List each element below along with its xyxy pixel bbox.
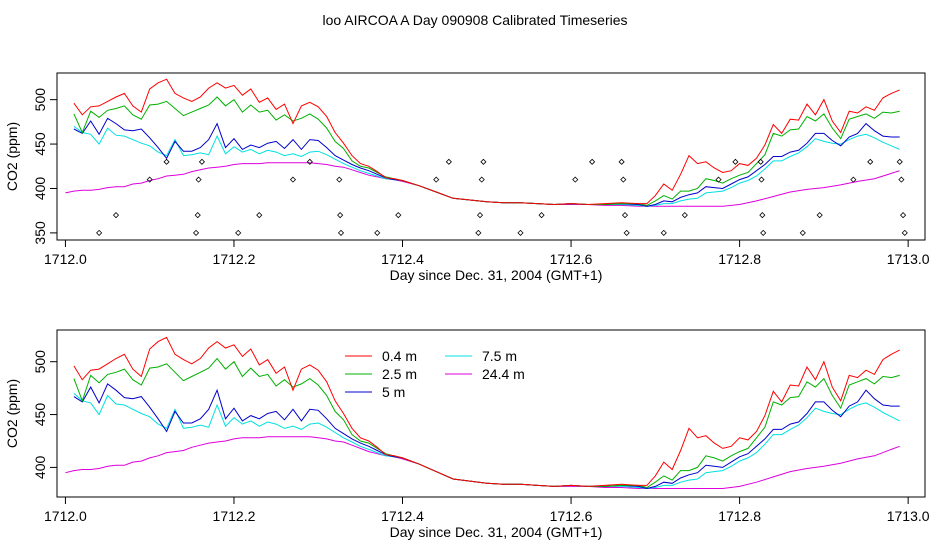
panel1-marker-point [194, 212, 201, 219]
panel2-y-tick-label: 450 [32, 403, 48, 427]
panel1-marker-point [620, 176, 627, 183]
panel1-marker-point [112, 212, 120, 219]
panel1-x-tick-label: 1712.2 [213, 251, 256, 267]
panel1-marker-point [445, 158, 452, 165]
panel1-marker-point [867, 158, 874, 165]
chart-top: 1712.0 1712.2 1712.4 1712.6 1712.8 1713.0 350 4… [4, 72, 930, 283]
page-title: loo AIRCOA A Day 090908 Calibrated Times… [322, 12, 628, 28]
panel1-marker-point [289, 176, 297, 183]
panel2-plot-frame [56, 329, 926, 498]
panel1-marker-point [759, 212, 766, 219]
panel1-marker-point [900, 212, 907, 219]
panel1-marker-point [256, 212, 263, 219]
panel1-x-tick-label: 1712.6 [550, 251, 593, 267]
panel1-marker-point [621, 212, 629, 219]
panel1-series-group [65, 78, 908, 236]
panel1-marker-point [732, 158, 739, 165]
panel1-y-tick-label: 450 [32, 132, 48, 156]
panel1-marker-point [195, 176, 202, 183]
panel2-x-tick-label: 1712.0 [44, 508, 87, 524]
panel1-marker-point [715, 176, 722, 183]
panel2-x-tick-label: 1712.8 [718, 508, 761, 524]
panel1-marker-point [478, 176, 485, 183]
panel1-marker-point [758, 176, 765, 183]
panel1-plot-frame [56, 72, 926, 241]
panel1-marker-point [538, 212, 545, 219]
panel1-marker-point [589, 158, 596, 165]
panel1-marker-point [163, 158, 170, 165]
panel1-marker-point [306, 158, 313, 165]
panel1-marker-point [850, 176, 857, 183]
panel2-series-line-s5 [73, 383, 900, 490]
panel1-marker-point [517, 229, 524, 236]
panel1-y-tick-label: 500 [32, 88, 48, 112]
panel1-x-tick-label: 1713.0 [887, 251, 930, 267]
panel1-marker-point [395, 212, 402, 219]
panel2-y-axis-title: CO2 (ppm) [4, 379, 20, 448]
panel1-marker-point [433, 176, 440, 183]
panel1-marker-point [235, 229, 242, 236]
panel1-marker-point [896, 158, 903, 165]
panel1-series-line-s04 [73, 78, 900, 206]
panel1-marker-point [757, 158, 764, 165]
panel2-x-tick-label: 1712.2 [213, 508, 256, 524]
panel1-marker-point [660, 229, 667, 236]
panel1-marker-point [192, 229, 200, 236]
panel1-marker-point [799, 229, 806, 236]
panel2-series-line-s244 [65, 436, 900, 489]
panel1-marker-point [146, 176, 153, 183]
panel1-marker-point [198, 158, 206, 165]
panel1-x-axis-title: Day since Dec. 31, 2004 (GMT+1) [390, 267, 603, 283]
panel2-series-line-s75 [73, 393, 900, 490]
panel2-x-axis-title: Day since Dec. 31, 2004 (GMT+1) [390, 524, 603, 540]
panel2-x-tick-label: 1712.6 [550, 508, 593, 524]
panel1-y-axis-title: CO2 (ppm) [4, 122, 20, 191]
legend-label-s25: 2.5 m [382, 366, 417, 382]
panel1-marker-point [623, 229, 630, 236]
legend-label-s75: 7.5 m [482, 348, 517, 364]
legend-label-s04: 0.4 m [382, 348, 417, 364]
panel2-x-tick-label: 1712.4 [381, 508, 424, 524]
panel1-marker-point [816, 212, 823, 219]
panel2-x-tick-label: 1713.0 [887, 508, 930, 524]
panel2-y-tick-label: 500 [32, 350, 48, 374]
panel1-marker-point [336, 176, 343, 183]
legend-label-s5: 5 m [382, 384, 405, 400]
panel1-marker-point [480, 158, 487, 165]
panel1-marker-point [374, 229, 381, 236]
panel1-marker-point [572, 176, 579, 183]
panel1-marker-point [618, 158, 625, 165]
panel1-marker-point [760, 229, 767, 236]
panel1-x-tick-label: 1712.0 [44, 251, 87, 267]
legend-label-s244: 24.4 m [482, 366, 525, 382]
panel1-marker-point [681, 212, 688, 219]
panel1-marker-point [337, 229, 345, 236]
panel2-y-tick-label: 400 [32, 456, 48, 480]
panel1-y-tick-label: 400 [32, 177, 48, 201]
panel1-series-line-s244 [65, 162, 900, 207]
panel1-marker-point [337, 212, 344, 219]
panel1-marker-point [476, 212, 484, 219]
panel1-x-tick-label: 1712.8 [718, 251, 761, 267]
panel1-x-tick-label: 1712.4 [381, 251, 424, 267]
panel1-marker-point [901, 229, 908, 236]
panel2-series-line-s04 [73, 336, 900, 487]
panel1-y-tick-label: 350 [32, 221, 48, 245]
panel2-series-group [65, 336, 900, 490]
panel1-marker-point [898, 176, 905, 183]
panel1-marker-point [96, 229, 103, 236]
panel1-marker-point [475, 229, 482, 236]
